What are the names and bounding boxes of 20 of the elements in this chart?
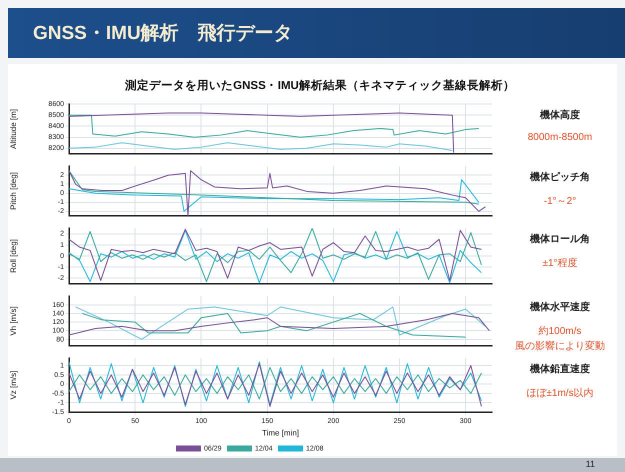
text: 機体ロール角: [528, 232, 591, 246]
text: 11: [586, 459, 595, 469]
text: 約100m/s: [538, 325, 582, 338]
text: 機体ピッチ角: [528, 170, 591, 184]
y-axis-title: Vz [m/s]: [9, 370, 18, 400]
text: -1°～2°: [542, 195, 578, 208]
text: 機体水平速度: [528, 300, 591, 314]
y-axis-title: Pitch [deg]: [9, 172, 18, 210]
x-axis-title: Time [min]: [262, 428, 300, 438]
y-axis-title: Vh [m/s]: [9, 306, 18, 336]
y-axis-title: Altitude [m]: [9, 108, 18, 150]
chart-title: GNSS・IMU解析 飛行データ: [33, 22, 293, 46]
text: ほぼ±1m/s以内: [525, 386, 595, 400]
text: 機体高度: [538, 108, 581, 122]
chart-subtitle: 測定データを用いたGNSS・IMU解析結果（キネマティック基線長解析）: [124, 78, 516, 93]
text: ±1°程度: [541, 256, 579, 270]
text: 機体鉛直速度: [528, 362, 591, 376]
text: 風の影響により変動: [514, 340, 606, 353]
y-axis-title: Roll [deg]: [9, 239, 18, 273]
text: 8000m-8500m: [526, 132, 594, 143]
